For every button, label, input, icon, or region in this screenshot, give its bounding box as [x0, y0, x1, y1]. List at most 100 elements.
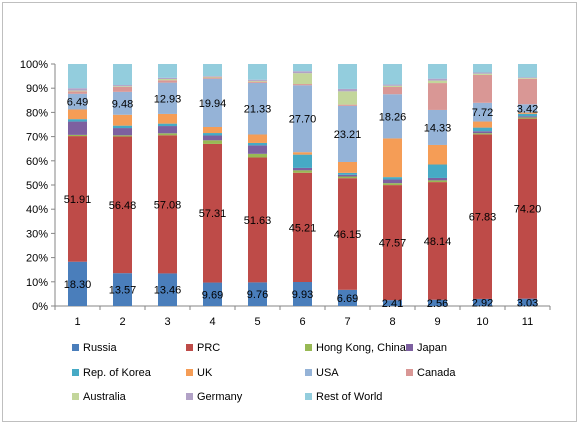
data-label: 46.15 — [334, 229, 362, 241]
bar-segment — [293, 73, 312, 85]
y-tick-label: 100% — [20, 59, 48, 71]
bar-segment — [158, 82, 177, 114]
bar-segment — [248, 157, 267, 283]
bar-segment — [68, 121, 87, 135]
bar-segment — [248, 282, 267, 306]
bar-segment — [68, 136, 87, 262]
data-label: 7.72 — [472, 107, 493, 119]
bar-segment — [518, 78, 537, 79]
bar-segment — [428, 64, 447, 79]
data-label: 6.69 — [337, 293, 358, 305]
bar-segment — [383, 179, 402, 184]
bar-segment — [203, 135, 222, 141]
bar-segment — [428, 78, 447, 81]
bar-segment — [203, 78, 222, 127]
data-label: 45.21 — [289, 222, 317, 234]
y-tick-label: 80% — [26, 107, 48, 119]
bar-segment — [113, 86, 132, 92]
bar-segment — [68, 90, 87, 92]
data-label: 3.03 — [517, 297, 538, 309]
bar-segment — [518, 118, 537, 299]
data-label: 48.14 — [424, 236, 452, 248]
data-label: 9.48 — [112, 98, 133, 110]
bar-segment — [338, 91, 357, 105]
x-tick-label: 6 — [299, 316, 305, 328]
data-label: 9.69 — [202, 289, 223, 301]
data-label: 19.94 — [199, 98, 227, 110]
data-label: 9.93 — [292, 289, 313, 301]
bar-segment — [338, 104, 357, 106]
data-label: 27.70 — [289, 114, 317, 126]
bar-segment — [293, 282, 312, 306]
bar-segment — [383, 183, 402, 186]
legend-label: Hong Kong, China — [316, 342, 407, 354]
data-label: 67.83 — [469, 212, 497, 224]
bar-segment — [113, 136, 132, 274]
data-label: 13.46 — [154, 285, 182, 297]
bar-segment — [383, 84, 402, 86]
data-label: 14.33 — [424, 122, 452, 134]
bar-segment — [293, 172, 312, 283]
bar-segment — [293, 64, 312, 72]
bar-segment — [518, 116, 537, 118]
bar-segment — [158, 80, 177, 83]
bar-segment — [383, 177, 402, 180]
y-tick-label: 40% — [26, 204, 48, 216]
legend-label: UK — [197, 367, 213, 379]
bar-segment — [203, 282, 222, 306]
legend-swatch — [186, 393, 193, 400]
bar-segment — [473, 102, 492, 122]
bar-segment — [293, 71, 312, 74]
data-label: 51.91 — [64, 194, 92, 206]
x-tick-label: 5 — [254, 316, 260, 328]
chart-frame — [2, 2, 577, 422]
bar-segment — [158, 133, 177, 136]
bar-segment — [158, 113, 177, 124]
bar-segment — [68, 91, 87, 94]
bar-segment — [338, 105, 357, 162]
legend-label: Russia — [83, 342, 118, 354]
legend-swatch — [186, 369, 193, 376]
data-label: 2.92 — [472, 297, 493, 309]
x-tick-label: 8 — [389, 316, 395, 328]
legend-label: Rep. of Korea — [83, 367, 152, 379]
bar-segment — [428, 180, 447, 183]
legend-swatch — [305, 369, 312, 376]
bar-segment — [248, 134, 267, 143]
legend-swatch — [406, 344, 413, 351]
bar-segment — [518, 77, 537, 79]
bar-segment — [203, 77, 222, 79]
bars — [68, 64, 537, 306]
bar-segment — [293, 152, 312, 155]
bar-segment — [383, 64, 402, 85]
y-tick-label: 10% — [26, 277, 48, 289]
bar-segment — [428, 144, 447, 165]
bar-segment — [518, 78, 537, 105]
bar-segment — [113, 85, 132, 87]
bar-segment — [68, 134, 87, 137]
legend-label: USA — [316, 367, 339, 379]
legend-swatch — [186, 344, 193, 351]
axes: 0%10%20%30%40%50%60%70%80%90%100%1 2 3 4 5 6 7… — [20, 59, 551, 328]
bar-segment — [158, 126, 177, 134]
bar-segment — [113, 273, 132, 306]
bar-segment — [203, 64, 222, 77]
bar-segment — [158, 135, 177, 274]
y-tick-label: 20% — [26, 253, 48, 265]
y-tick-label: 60% — [26, 156, 48, 168]
data-label: 12.93 — [154, 93, 182, 105]
bar-segment — [518, 113, 537, 117]
bar-segment — [113, 64, 132, 86]
bar-segment — [338, 64, 357, 89]
bar-segment — [428, 299, 447, 306]
x-tick-label: 3 — [164, 316, 170, 328]
y-tick-label: 70% — [26, 132, 48, 144]
bar-segment — [428, 80, 447, 84]
legend-swatch — [72, 369, 79, 376]
data-label: 9.76 — [247, 289, 268, 301]
bar-segment — [113, 86, 132, 87]
x-tick-label: 9 — [434, 316, 440, 328]
bar-segment — [473, 131, 492, 134]
x-tick-label: 7 — [344, 316, 350, 328]
